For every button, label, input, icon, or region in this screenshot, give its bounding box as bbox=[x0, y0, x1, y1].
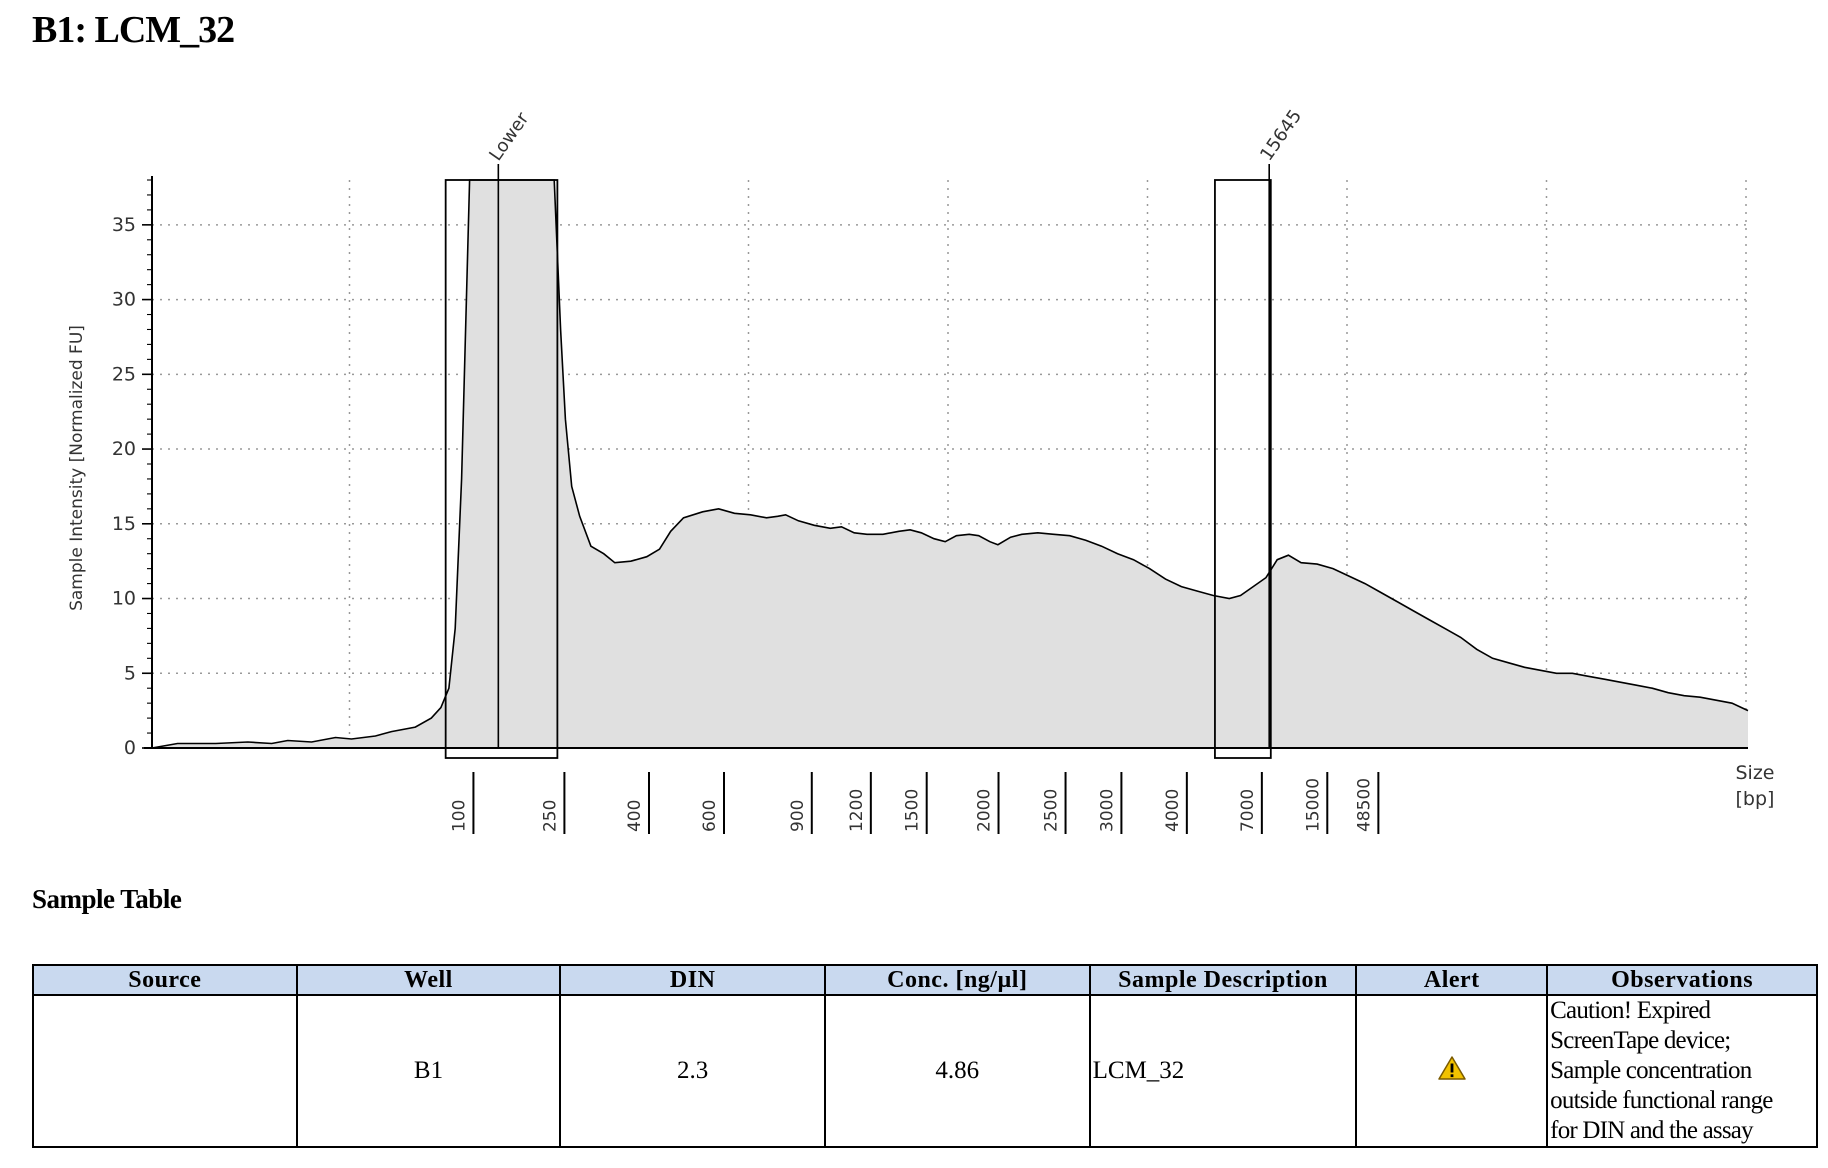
column-header-alert: Alert bbox=[1355, 964, 1549, 996]
ladder-size-label: 2000 bbox=[975, 789, 995, 832]
column-header-description: Sample Description bbox=[1088, 964, 1358, 996]
peak-annotation-label: Lower bbox=[485, 108, 533, 165]
peak-region-box bbox=[444, 179, 559, 759]
y-tick-label: 10 bbox=[112, 588, 136, 610]
peak-annotation-label: 15645 bbox=[1256, 106, 1306, 165]
observation-line: Sample concentration bbox=[1550, 1057, 1752, 1084]
axes bbox=[142, 176, 1748, 749]
y-tick-label: 5 bbox=[124, 662, 136, 684]
ladder-size-label: 100 bbox=[449, 800, 469, 832]
peak-region-box bbox=[1214, 179, 1272, 759]
y-tick-label: 30 bbox=[112, 289, 136, 311]
y-tick-label: 0 bbox=[124, 737, 136, 759]
cell-alert bbox=[1355, 994, 1549, 1148]
ladder-size-label: 900 bbox=[788, 800, 808, 832]
cell-observations: Caution! Expired ScreenTape device; Samp… bbox=[1546, 994, 1818, 1148]
sample-table: Source Well DIN Conc. [ng/µl] Sample Des… bbox=[32, 964, 1818, 1148]
cell-conc: 4.86 bbox=[823, 994, 1091, 1148]
ladder-size-label: 1200 bbox=[847, 789, 867, 832]
column-header-source: Source bbox=[32, 964, 298, 996]
ladder-size-label: 3000 bbox=[1097, 789, 1117, 832]
observation-line: for DIN and the assay bbox=[1550, 1117, 1753, 1144]
cell-well: B1 bbox=[295, 994, 562, 1148]
y-axis-label: Sample Intensity [Normalized FU] bbox=[67, 325, 87, 611]
ladder-size-label: 2500 bbox=[1042, 789, 1062, 832]
trace-line bbox=[151, 179, 1749, 749]
x-axis-label-line2: [bp] bbox=[1736, 788, 1775, 810]
cell-source bbox=[32, 994, 298, 1148]
table-header-row: Source Well DIN Conc. [ng/µl] Sample Des… bbox=[32, 964, 1818, 996]
ladder-size-label: 1500 bbox=[903, 789, 923, 832]
ladder-size-label: 7000 bbox=[1238, 789, 1258, 832]
page-title: B1: LCM_32 bbox=[32, 9, 235, 51]
electropherogram-chart: Lower 15645 0 5 10 15 20 25 30 35 100 250 400 600 90… bbox=[67, 106, 1775, 834]
size-ladder: 100 250 400 600 900 1200 1500 2000 2500 3000 4000 7… bbox=[449, 772, 1380, 834]
cell-description: LCM_32 bbox=[1088, 994, 1358, 1148]
y-tick-label: 25 bbox=[112, 363, 136, 385]
y-tick-label: 20 bbox=[112, 438, 136, 460]
observation-line: outside functional range bbox=[1550, 1087, 1773, 1114]
peak-region-boxes bbox=[444, 179, 1272, 759]
observation-line: ScreenTape device; bbox=[1550, 1027, 1731, 1054]
ladder-size-label: 48500 bbox=[1354, 778, 1374, 832]
section-title: Sample Table bbox=[32, 884, 182, 914]
column-header-observations: Observations bbox=[1546, 964, 1818, 996]
ladder-size-label: 4000 bbox=[1163, 789, 1183, 832]
ladder-size-label: 15000 bbox=[1303, 778, 1323, 832]
column-header-conc: Conc. [ng/µl] bbox=[823, 964, 1091, 996]
warning-icon bbox=[1438, 1055, 1466, 1088]
ladder-size-label: 400 bbox=[625, 800, 645, 832]
y-tick-labels: 0 5 10 15 20 25 30 35 bbox=[112, 214, 136, 759]
cell-din: 2.3 bbox=[559, 994, 826, 1148]
observation-line: Caution! Expired bbox=[1550, 997, 1711, 1024]
x-axis-label-line1: Size bbox=[1735, 762, 1774, 784]
y-tick-label: 15 bbox=[112, 513, 136, 535]
ladder-size-label: 250 bbox=[540, 800, 560, 832]
column-header-din: DIN bbox=[559, 964, 826, 996]
ladder-size-label: 600 bbox=[700, 800, 720, 832]
column-header-well: Well bbox=[295, 964, 562, 996]
table-row: B1 2.3 4.86 LCM_32 Caution! Expired Scre… bbox=[32, 994, 1818, 1148]
y-tick-label: 35 bbox=[112, 214, 136, 236]
trace-area bbox=[152, 180, 1748, 748]
